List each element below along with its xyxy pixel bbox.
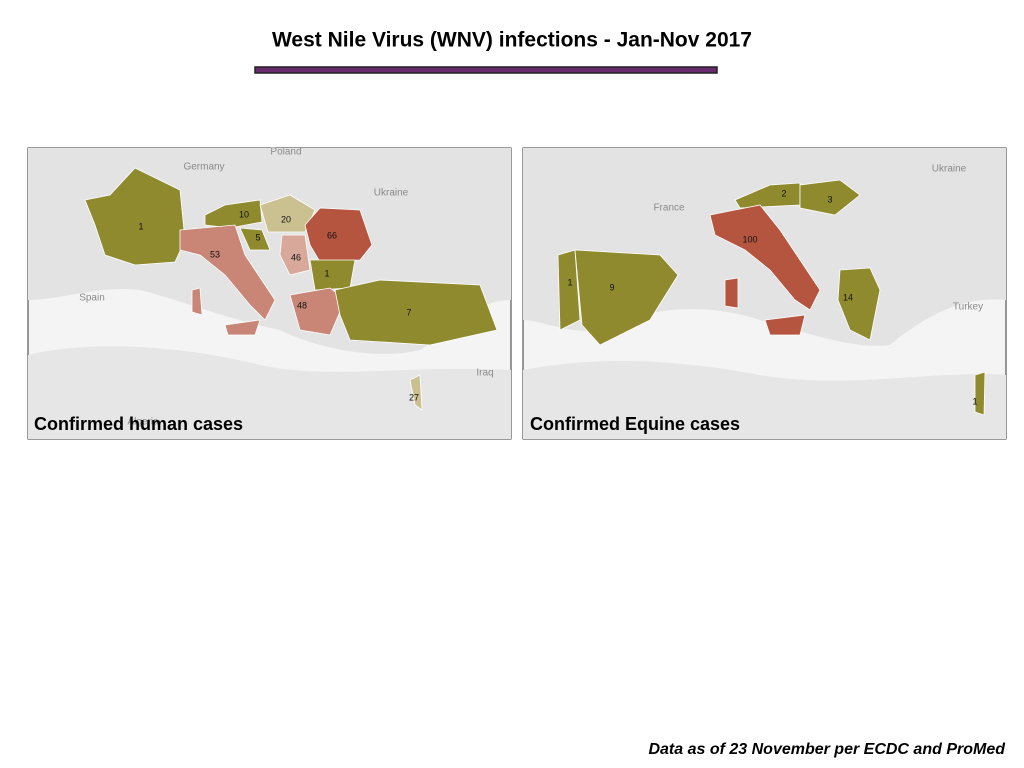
region-value: 20: [281, 214, 291, 224]
country-region: [304, 207, 373, 263]
place-label: Turkey: [953, 302, 983, 313]
region-value: 100: [742, 234, 757, 244]
country-region: [574, 249, 679, 346]
land: [28, 346, 511, 439]
place-label: Algeria: [127, 417, 159, 428]
region-value: 27: [409, 392, 419, 402]
region-value: 46: [291, 252, 301, 262]
region-value: 2: [781, 188, 786, 198]
page-title: West Nile Virus (WNV) infections - Jan-N…: [272, 29, 752, 52]
map-caption: Confirmed Equine cases: [530, 414, 740, 434]
place-label: Ukraine: [932, 164, 967, 175]
place-label: Spain: [79, 293, 105, 304]
place-label: Ukraine: [374, 188, 409, 199]
region-value: 10: [239, 209, 249, 219]
country-region: [334, 279, 498, 346]
regions: Poland Germany Ukraine Spain Algeria Iraq 1 10 2…: [79, 147, 986, 428]
country-region: [974, 371, 986, 416]
region-value: 3: [827, 194, 832, 204]
region-value: 14: [843, 292, 853, 302]
map-caption: Confirmed human cases: [34, 414, 243, 434]
place-label: Iraq: [476, 368, 493, 379]
region-value: 7: [406, 307, 411, 317]
region-value: 1: [138, 221, 143, 231]
region-value: 9: [609, 282, 614, 292]
country-region: [84, 167, 186, 266]
place-label: Poland: [270, 147, 301, 158]
place-label: Germany: [183, 162, 224, 173]
country-region: [709, 204, 821, 336]
country-region: [837, 267, 881, 341]
country-region: [289, 287, 346, 336]
country-region: [309, 259, 356, 291]
region-value: 5: [255, 232, 260, 242]
region-value: 1: [324, 268, 329, 278]
country-region: [799, 179, 861, 216]
land: [523, 360, 1006, 439]
country-region: [557, 249, 581, 331]
country-region: [279, 234, 311, 276]
country-region: [239, 227, 271, 251]
region-value: 1: [972, 396, 977, 406]
region-value: 48: [297, 300, 307, 310]
place-label: France: [653, 203, 685, 214]
region-value: 66: [327, 230, 337, 240]
title-underline: [254, 66, 718, 74]
footer-note: Data as of 23 November per ECDC and ProM…: [648, 741, 1006, 758]
region-value: 1: [567, 277, 572, 287]
country-region: [179, 224, 276, 336]
country-region: [409, 374, 423, 411]
country-region: [204, 199, 263, 229]
region-value: 53: [210, 249, 220, 259]
